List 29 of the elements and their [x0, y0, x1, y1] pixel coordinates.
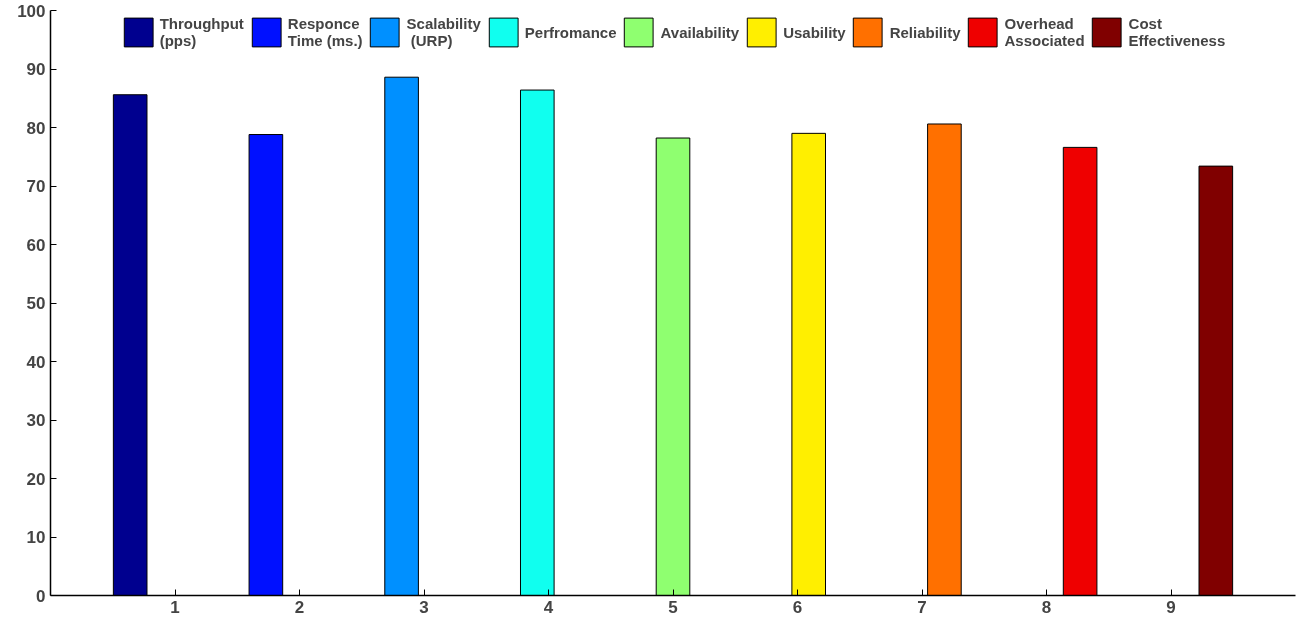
legend-label: Usability: [783, 23, 846, 41]
x-tick-label: 1: [170, 597, 180, 617]
x-tick-label: 5: [668, 597, 678, 617]
y-tick-label: 90: [26, 60, 46, 79]
y-tick-label: 80: [26, 118, 46, 138]
y-tick-label: 0: [36, 586, 46, 606]
legend-label: Availability: [660, 23, 740, 41]
legend-label: Throughput (pps): [159, 15, 244, 49]
y-tick-label: 100: [17, 1, 46, 21]
y-tick-label: 60: [26, 235, 46, 255]
legend-label: Scalability (URP): [406, 15, 481, 49]
x-tick-label: 9: [1166, 597, 1176, 617]
legend-label: Reliability: [889, 23, 961, 41]
y-tick-label: 10: [26, 528, 46, 547]
x-tick-label: 6: [792, 597, 803, 617]
x-tick-label: 3: [419, 597, 429, 617]
y-tick-label: 20: [26, 469, 46, 489]
y-tick-label: 50: [26, 294, 46, 313]
x-tick-label: 7: [917, 597, 927, 617]
y-tick-label: 70: [26, 177, 46, 196]
x-tick-label: 8: [1041, 597, 1052, 617]
legend-label: Perfromance: [524, 23, 617, 41]
y-tick-label: 30: [26, 411, 46, 430]
legend-label: Responce Time (ms.): [287, 15, 363, 49]
legend-label: Cost Effectiveness: [1128, 15, 1226, 49]
legend-label: Overhead Associated: [1004, 15, 1085, 49]
y-tick-label: 40: [26, 352, 46, 372]
x-tick-label: 4: [543, 597, 554, 617]
x-tick-label: 2: [294, 597, 305, 617]
